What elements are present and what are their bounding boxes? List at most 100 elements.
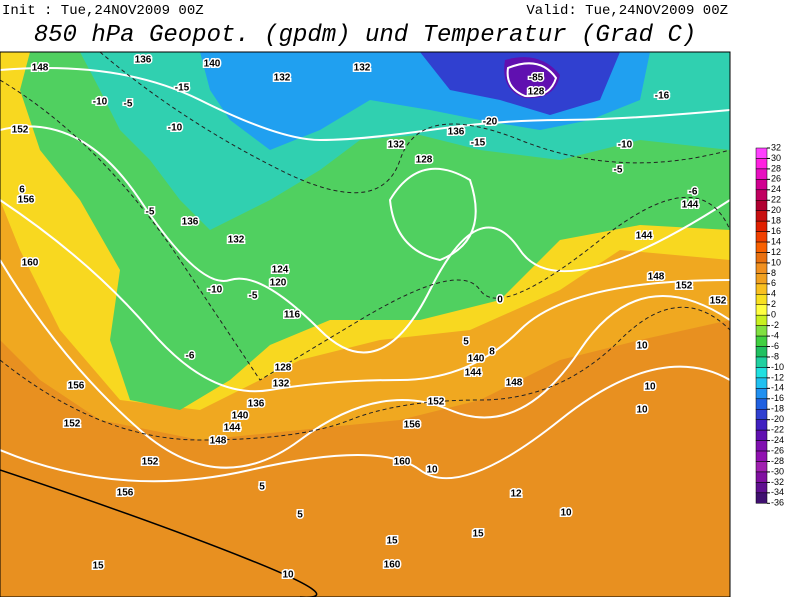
contour-label: 152 xyxy=(428,397,445,408)
contour-label: 160 xyxy=(22,258,39,269)
contour-label: 5 xyxy=(259,482,265,493)
colorbar-label: -6 xyxy=(771,341,779,351)
colorbar-segment xyxy=(755,482,768,494)
contour-label: 152 xyxy=(12,125,29,136)
colorbar-segment xyxy=(755,314,768,326)
colorbar-label: -32 xyxy=(771,477,784,487)
colorbar-segment xyxy=(755,252,768,264)
colorbar-segment xyxy=(755,304,768,316)
contour-label: 144 xyxy=(636,231,653,242)
contour-label: -5 xyxy=(614,165,623,176)
colorbar-label: -4 xyxy=(771,330,779,340)
contour-label: 156 xyxy=(117,488,134,499)
colorbar-label: 22 xyxy=(771,195,781,205)
colorbar-segment xyxy=(755,189,768,201)
contour-label: 156 xyxy=(68,381,85,392)
colorbar-segment xyxy=(755,377,768,389)
contour-label: 5 xyxy=(463,337,469,348)
map xyxy=(0,51,731,597)
contour-label: 148 xyxy=(506,378,523,389)
contour-label: 152 xyxy=(676,281,693,292)
colorbar-segment xyxy=(755,273,768,285)
contour-label: 132 xyxy=(274,73,291,84)
temperature-contour xyxy=(0,469,318,597)
colorbar-label: 18 xyxy=(771,216,781,226)
colorbar-segment xyxy=(755,429,768,441)
colorbar-label: 4 xyxy=(771,289,776,299)
colorbar-label: -2 xyxy=(771,320,779,330)
contour-label: 10 xyxy=(282,570,294,581)
contour-label: 156 xyxy=(404,420,421,431)
contour-label: 160 xyxy=(384,560,401,571)
colorbar-label: -10 xyxy=(771,362,784,372)
colorbar-segment xyxy=(755,147,768,159)
contour-label: 10 xyxy=(644,382,656,393)
colorbar-segment xyxy=(755,158,768,170)
colorbar-label: 32 xyxy=(771,142,781,152)
colorbar-segment xyxy=(755,179,768,191)
colorbar-label: 26 xyxy=(771,174,781,184)
colorbar: 32302826242220181614121086420-2-4-6-8-10… xyxy=(755,142,784,508)
contour-label: 160 xyxy=(394,457,411,468)
colorbar-segment xyxy=(755,346,768,358)
colorbar-segment xyxy=(755,241,768,253)
contour-label: 148 xyxy=(648,272,665,283)
contour-label: 152 xyxy=(710,296,727,307)
colorbar-label: -30 xyxy=(771,466,784,476)
temperature-contour xyxy=(0,306,731,441)
temperature-contour xyxy=(0,79,731,381)
contour-label: 120 xyxy=(270,278,287,289)
contour-label: 156 xyxy=(18,195,35,206)
contour-label: 148 xyxy=(210,436,227,447)
contour-label: 128 xyxy=(528,87,545,98)
contour-label: 15 xyxy=(472,529,484,540)
colorbar-label: 10 xyxy=(771,257,781,267)
contour-label: 144 xyxy=(465,368,482,379)
contour-label: -15 xyxy=(175,83,190,94)
colorbar-segment xyxy=(755,210,768,222)
contour-label: -20 xyxy=(483,117,498,128)
colorbar-label: 2 xyxy=(771,299,776,309)
contour-label: 5 xyxy=(297,510,303,521)
contour-label: 128 xyxy=(275,363,292,374)
contour-label: 15 xyxy=(92,561,104,572)
colorbar-label: -36 xyxy=(771,498,784,508)
valid-time: Valid: Tue,24NOV2009 00Z xyxy=(526,3,728,19)
contour-label: 136 xyxy=(448,127,465,138)
contour-label: 124 xyxy=(272,265,289,276)
height-contour xyxy=(0,199,731,393)
contour-label: 10 xyxy=(560,508,572,519)
contour-label: 140 xyxy=(232,411,249,422)
colorbar-label: -24 xyxy=(771,435,784,445)
height-contour xyxy=(0,365,731,483)
colorbar-label: 12 xyxy=(771,247,781,257)
colorbar-segment xyxy=(755,388,768,400)
colorbar-segment xyxy=(755,409,768,420)
colorbar-segment xyxy=(755,262,768,274)
temperature-contour xyxy=(99,51,731,194)
contour-label: 116 xyxy=(284,310,301,321)
contour-label: -10 xyxy=(618,140,633,151)
colorbar-label: -22 xyxy=(771,425,784,435)
height-contour xyxy=(506,62,558,98)
colorbar-label: -26 xyxy=(771,445,784,455)
colorbar-segment xyxy=(755,492,768,504)
contour-label: -85 xyxy=(529,73,544,84)
contour-label: -6 xyxy=(689,187,698,198)
colorbar-label: 14 xyxy=(771,236,781,246)
contour-label: 132 xyxy=(354,63,371,74)
colorbar-segment xyxy=(755,200,768,211)
height-contour xyxy=(0,125,731,354)
contour-label: 132 xyxy=(273,379,290,390)
colorbar-label: 6 xyxy=(771,278,776,288)
colorbar-label: 16 xyxy=(771,226,781,236)
contour-label: 10 xyxy=(636,341,648,352)
height-contour xyxy=(0,67,731,142)
colorbar-segment xyxy=(755,168,768,180)
colorbar-segment xyxy=(755,231,768,243)
colorbar-segment xyxy=(755,471,768,483)
colorbar-label: -20 xyxy=(771,414,784,424)
colorbar-label: 30 xyxy=(771,153,781,163)
